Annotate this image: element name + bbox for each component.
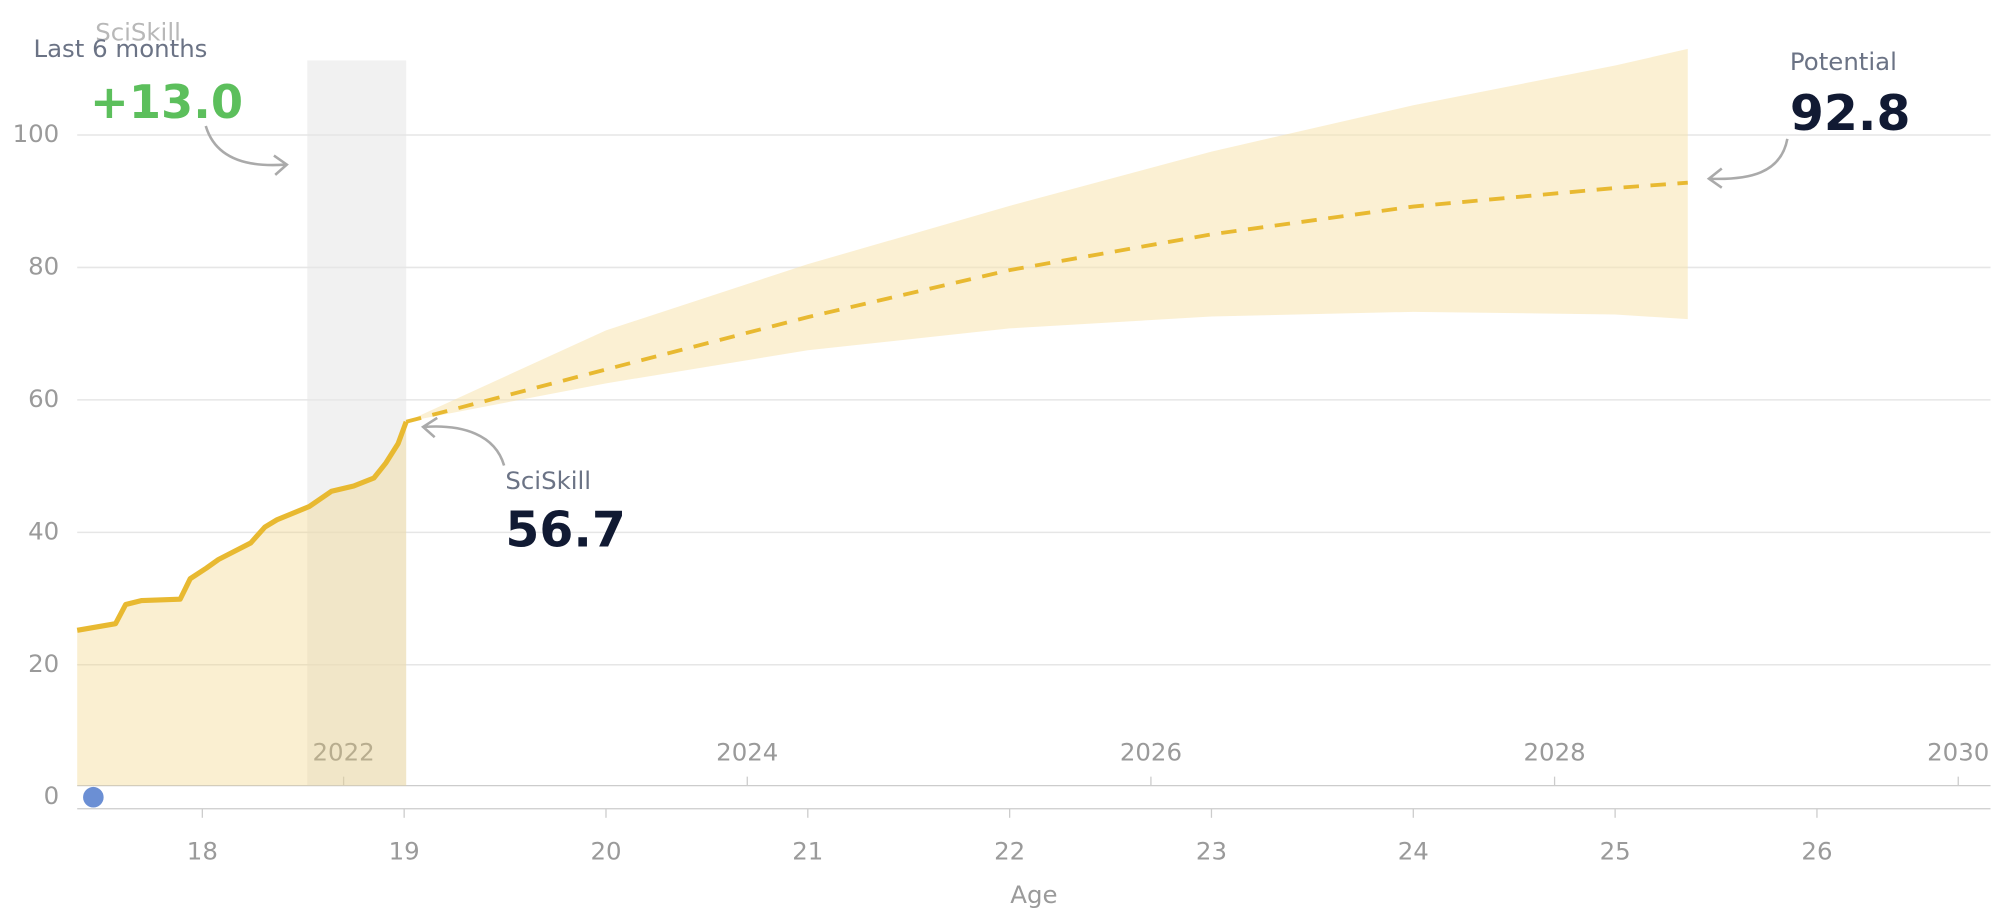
y-tick-label: 20 [28,649,59,678]
history-area [77,421,407,786]
confidence-band [406,48,1688,422]
current-value: 56.7 [505,502,626,559]
x2-tick-label: 2026 [1120,737,1182,766]
x-tick-label: 24 [1398,837,1429,866]
x2-tick-label: 2030 [1927,737,1989,766]
y-tick-label: 100 [13,119,60,148]
x-tick-label: 21 [792,837,823,866]
annotation-title: SciSkill [505,466,591,495]
x-tick-label: 22 [994,837,1025,866]
x2-tick-label: 2024 [716,737,778,766]
arrow [204,125,289,176]
change-value: +13.0 [90,75,243,129]
x2-tick-label: 2028 [1523,737,1585,766]
x-tick-label: 20 [590,837,621,866]
x-axis-title: Age [1010,880,1057,909]
y-tick-label: 80 [28,251,59,280]
x-tick-label: 26 [1801,837,1832,866]
arrow [1706,138,1789,189]
y-tick-label: 60 [28,384,59,413]
arrow [420,416,506,466]
annotation-title: Potential [1790,47,1897,76]
y-tick-label: 40 [28,516,59,545]
x-tick-label: 25 [1600,837,1631,866]
potential-value: 92.8 [1790,85,1911,142]
x2-tick-label: 2022 [313,737,375,766]
highlight-label: Last 6 months [33,34,207,63]
y-tick-label: 0 [44,781,60,810]
annotation-title: SciSkill [95,17,181,46]
history-line [76,420,409,633]
x-tick-label: 19 [389,837,420,866]
marker [83,786,104,808]
plot: 0 20 40 60 80 100 18 19 20 21 22 23 24 25 26 2022 2024 20… [13,48,1991,866]
x-tick-label: 18 [187,837,218,866]
projection-line [405,180,1688,424]
x-tick-label: 23 [1196,837,1227,866]
